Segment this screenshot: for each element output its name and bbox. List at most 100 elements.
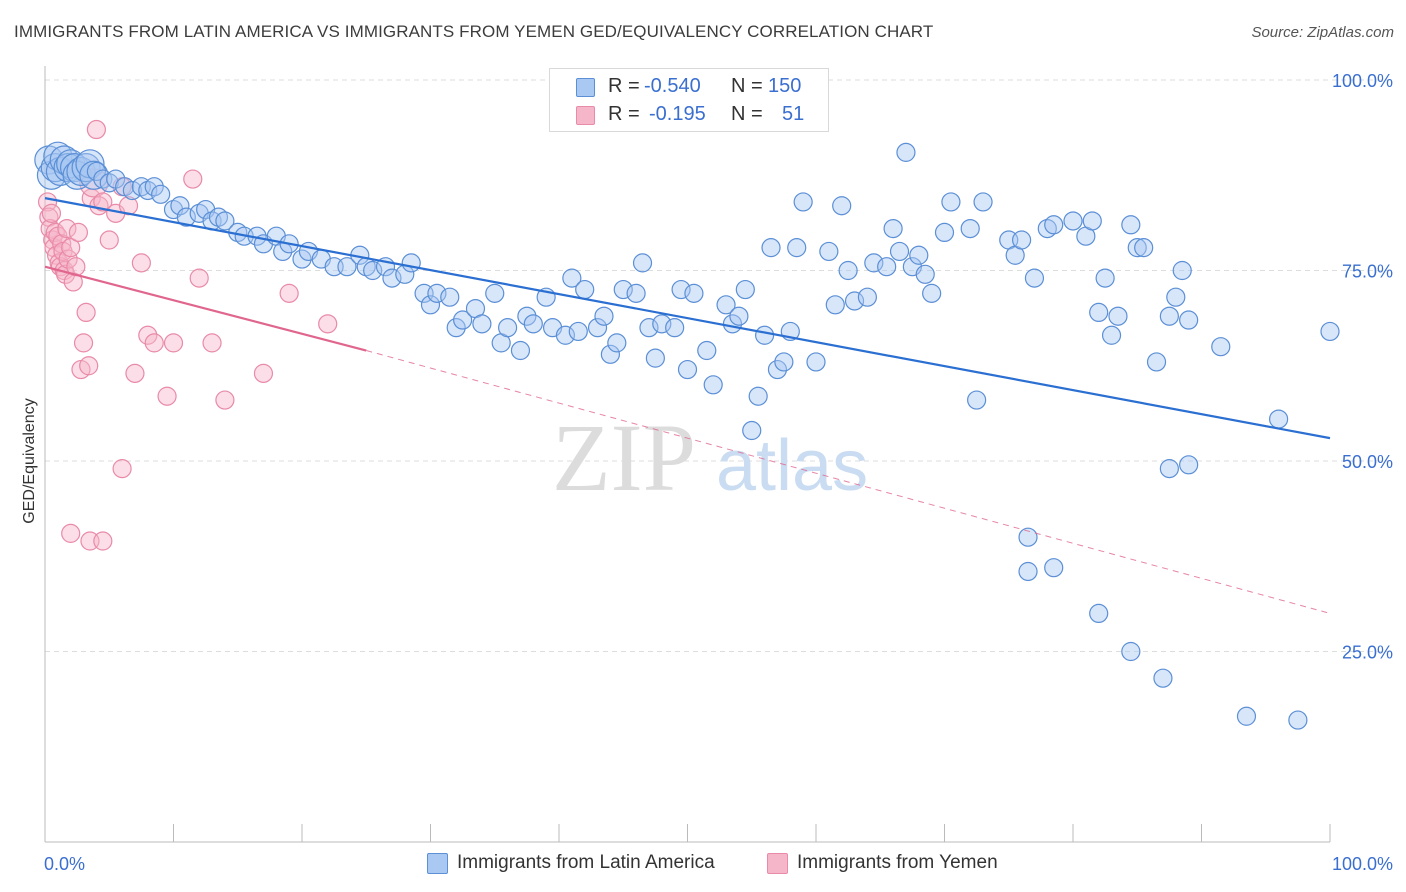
yemen-point: [318, 314, 338, 334]
latin-america-point: [472, 314, 492, 334]
latin-america-point: [71, 153, 101, 183]
watermark-atlas: atlas: [716, 426, 868, 506]
latin-america-point: [1179, 310, 1199, 330]
bottom-legend-label: Immigrants from Latin America: [457, 852, 715, 873]
latin-america-point: [665, 318, 685, 338]
latin-america-point: [697, 340, 717, 361]
latin-america-point: [864, 253, 884, 273]
latin-america-point: [1024, 268, 1045, 288]
latin-america-point: [1121, 215, 1141, 235]
latin-america-point: [754, 325, 775, 345]
y-tick-label: 50.0%: [1342, 452, 1393, 472]
source-credit: Source: ZipAtlas.com: [1251, 24, 1394, 41]
yemen-point: [215, 390, 235, 410]
latin-america-point: [607, 333, 627, 353]
latin-america-point: [453, 310, 473, 330]
yemen-point: [157, 386, 177, 406]
latin-america-point: [1172, 260, 1192, 281]
latin-america-point: [613, 279, 633, 300]
latin-america-point: [86, 161, 107, 182]
latin-america-point: [420, 295, 441, 315]
yemen-point: [112, 459, 132, 479]
latin-america-point: [144, 177, 164, 197]
yemen-point: [41, 203, 62, 223]
yemen-point: [61, 238, 81, 258]
latin-america-point: [671, 279, 691, 300]
latin-america-point: [806, 352, 826, 372]
latin-america-point: [1134, 238, 1154, 258]
yemen-point: [183, 169, 203, 189]
latin-america-point: [1018, 527, 1038, 547]
yemen-point: [125, 363, 145, 383]
latin-america-point: [1179, 455, 1199, 475]
latin-america-point: [767, 359, 788, 380]
latin-america-point: [498, 318, 518, 338]
latin-america-point: [62, 160, 92, 190]
latin-america-point: [1127, 238, 1147, 258]
latin-america-point: [517, 306, 537, 326]
latin-america-point: [915, 264, 935, 284]
latin-america-point: [568, 321, 588, 342]
legend-n-value: 51: [782, 103, 805, 125]
latin-america-point: [600, 344, 621, 364]
yemen-point: [131, 253, 151, 273]
latin-america-point: [382, 268, 402, 288]
yemen-point: [99, 230, 119, 250]
latin-america-point: [819, 241, 839, 262]
latin-america-point: [575, 279, 595, 300]
latin-america-point: [1268, 409, 1289, 429]
y-axis-label: GED/Equivalency: [21, 398, 38, 523]
latin-america-point: [510, 340, 531, 361]
yemen-point: [93, 192, 113, 212]
y-tick-label: 25.0%: [1342, 643, 1393, 663]
latin-america-point: [761, 238, 781, 258]
legend-r-value: -0.540: [644, 75, 701, 97]
latin-america-point: [652, 314, 672, 334]
latin-america-point: [1320, 321, 1340, 342]
legend-r-label: R =: [608, 75, 640, 97]
yemen-point: [138, 325, 158, 345]
x-tick-label: 100.0%: [1332, 854, 1393, 874]
latin-america-point: [844, 291, 865, 311]
yemen-point: [37, 192, 58, 212]
latin-america-point: [337, 257, 357, 277]
watermark-zip: ZIP: [552, 404, 696, 511]
latin-america-point: [1018, 561, 1038, 582]
legend-swatch-pink: [576, 106, 595, 125]
legend-n-label: N =: [731, 75, 763, 97]
yemen-point: [61, 523, 81, 543]
latin-america-point: [1089, 302, 1109, 323]
latin-america-point: [401, 253, 421, 273]
latin-america-point: [703, 375, 723, 395]
latin-america-point: [1211, 337, 1231, 357]
latin-america-point: [1159, 306, 1179, 326]
latin-america-point: [1044, 558, 1064, 578]
yemen-point: [163, 333, 184, 353]
latin-america-point: [1159, 459, 1179, 479]
yemen-point: [86, 119, 107, 140]
latin-america-point: [176, 207, 196, 227]
latin-america-point: [1108, 306, 1128, 326]
latin-america-point: [66, 156, 96, 187]
yemen-point: [279, 283, 299, 303]
latin-america-point: [427, 283, 447, 303]
latin-america-point: [1089, 603, 1109, 624]
legend-row-yemen: R = -0.195 N = 51: [550, 101, 828, 129]
latin-america-point: [1146, 352, 1167, 372]
series-yemen-points: [37, 119, 338, 551]
latin-america-point: [742, 420, 762, 441]
yemen-point: [189, 268, 209, 288]
yemen-point: [253, 363, 274, 383]
latin-america-point: [1153, 668, 1173, 688]
latin-america-point: [967, 390, 987, 410]
legend-n-value: 150: [768, 75, 802, 97]
chart-title: IMMIGRANTS FROM LATIN AMERICA VS IMMIGRA…: [14, 22, 934, 41]
bottom-legend-swatch-pink: [767, 853, 788, 874]
trend-lines: [44, 197, 1331, 614]
latin-america-point: [1101, 325, 1122, 345]
latin-america-point: [973, 192, 993, 212]
yemen-point: [76, 302, 96, 323]
latin-america-point: [909, 245, 929, 265]
tick-labels: 25.0% 50.0% 75.0% 100.0% 0.0% 100.0%: [44, 71, 1393, 874]
latin-america-point: [832, 196, 852, 216]
